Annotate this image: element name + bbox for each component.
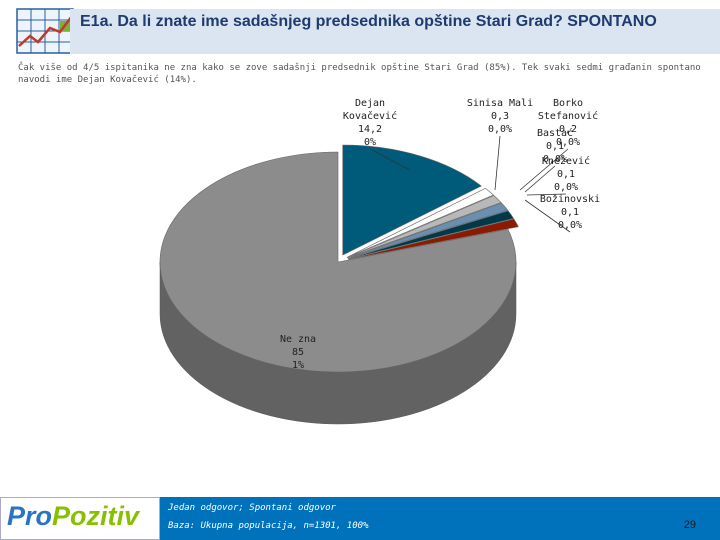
logo-text-pro: Pro [7, 501, 53, 531]
data-label-borko-stefanovic: Borko Stefanović 0,2 0,0% [538, 98, 598, 148]
pie-chart: Dejan Kovačević 14,2 0%Sinisa Mali 0,3 0,0%Bo… [159, 98, 600, 425]
header: E1a. Da li znate ime sadašnjeg predsedni… [0, 0, 720, 56]
data-label-dejan-kovacevic: Dejan Kovačević 14,2 0% [343, 98, 397, 148]
pie-slice-ne-zna [159, 151, 517, 373]
footer-note-base: Baza: Ukupna populacija, n=1301, 100% [168, 521, 369, 531]
data-label-sinisa-mali: Sinisa Mali 0,3 0,0% [467, 98, 533, 135]
pie-slice-knezevic [347, 210, 515, 260]
leader-line-bastac [524, 165, 556, 193]
chart-growth-icon [16, 8, 74, 54]
logo-text-pozitiv: Pozitiv [52, 501, 140, 531]
pie-slice-dejan-kovacevic [342, 144, 482, 256]
pie-slice-bozinovski [348, 218, 519, 260]
page-subtitle: Čak više od 4/5 ispitanika ne zna kako s… [18, 63, 701, 85]
data-label-bastac: Bastać 0,1 0,0% [537, 127, 573, 165]
leader-line-knezevic [526, 193, 567, 196]
leader-line-sinisa-mali [494, 135, 501, 191]
page-title: E1a. Da li znate ime sadašnjeg predsedni… [80, 13, 657, 30]
page-number: 29 [683, 519, 696, 531]
leader-line-dejan-kovacevic [369, 148, 411, 171]
header-band [70, 9, 720, 54]
pie-slice-sinisa-mali [346, 187, 494, 258]
leader-line-bozinovski [524, 199, 571, 233]
company-logo: ProPozitiv [0, 497, 160, 540]
pie-slice-borko-stefanovic [347, 195, 502, 259]
data-label-ne-zna: Ne zna 85 1% [280, 334, 316, 371]
leader-line-borko-stefanovic [519, 148, 569, 191]
data-label-knezevic: Knežević 0,1 0,0% [542, 155, 590, 193]
pie-slice-bastac [347, 202, 509, 259]
data-label-bozinovski: Božinovski 0,1 0,0% [540, 193, 600, 231]
footer-note-answer-type: Jedan odgovor; Spontani odgovor [168, 503, 336, 513]
